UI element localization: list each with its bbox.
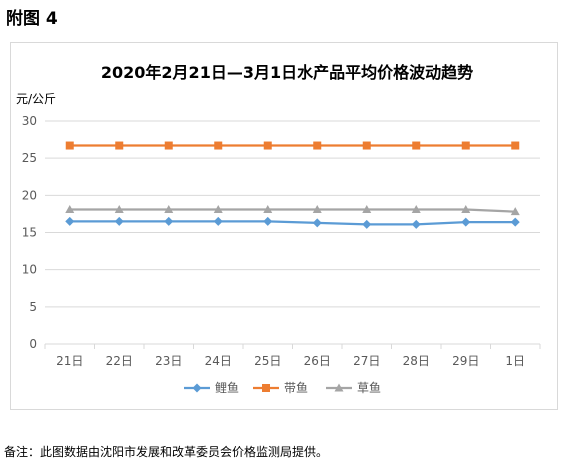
legend-item: 鲤鱼 — [184, 381, 239, 395]
data-point — [510, 207, 520, 216]
series-line — [69, 208, 516, 213]
data-point — [213, 204, 223, 213]
data-point — [362, 204, 372, 213]
data-point — [312, 218, 322, 228]
data-point — [214, 141, 223, 150]
gridlines — [45, 120, 540, 345]
y-tick-label: 5 — [29, 300, 37, 314]
data-point — [263, 141, 272, 150]
y-tick-label: 30 — [22, 114, 37, 128]
series-3 — [65, 204, 520, 216]
legend-marker — [334, 383, 344, 392]
legend-label: 带鱼 — [284, 381, 308, 395]
chart-frame — [10, 42, 558, 410]
data-point — [65, 141, 74, 150]
legend-item: 带鱼 — [253, 381, 308, 395]
x-tick-label: 22日 — [106, 354, 133, 368]
x-tick-label: 23日 — [155, 354, 182, 368]
x-tick-label: 25日 — [254, 354, 281, 368]
data-point — [114, 204, 124, 213]
data-point — [65, 204, 75, 213]
data-point — [263, 216, 273, 226]
data-point — [115, 141, 124, 150]
data-point — [412, 141, 421, 150]
data-point — [164, 216, 174, 226]
axes: 0 5 10 15 20 25 30 21日 22日 23日 24日 25日 26日 27日 28日 29日 1… — [22, 114, 541, 368]
chart-title: 2020年2月21日—3月1日水产品平均价格波动趋势 — [101, 63, 473, 82]
data-point — [312, 204, 322, 213]
x-tick-label: 28日 — [403, 354, 430, 368]
data-point — [362, 219, 372, 229]
legend: 鲤鱼 带鱼 草鱼 — [184, 381, 381, 395]
data-point — [313, 141, 322, 150]
figure-heading: 附图 4 — [6, 9, 58, 29]
x-tick-label: 26日 — [304, 354, 331, 368]
data-point — [411, 204, 421, 213]
data-point — [510, 217, 520, 227]
series-2 — [65, 141, 520, 150]
y-tick-label: 0 — [29, 337, 37, 351]
y-tick-label: 10 — [22, 263, 37, 277]
data-point — [213, 216, 223, 226]
legend-label: 鲤鱼 — [215, 381, 239, 395]
y-tick-label: 25 — [22, 151, 37, 165]
legend-marker — [192, 383, 202, 393]
footnote: 备注：此图数据由沈阳市发展和改革委员会价格监测局提供。 — [4, 445, 329, 459]
data-point — [461, 217, 471, 227]
legend-label: 草鱼 — [357, 381, 381, 395]
y-axis-unit-label: 元/公斤 — [16, 92, 56, 106]
x-tick-label: 21日 — [56, 354, 83, 368]
data-point — [461, 204, 471, 213]
data-point — [164, 204, 174, 213]
data-point — [114, 216, 124, 226]
data-point — [461, 141, 470, 150]
series-1 — [65, 216, 520, 229]
x-tick-label: 27日 — [353, 354, 380, 368]
y-tick-label: 15 — [22, 226, 37, 240]
series-lines — [65, 141, 520, 229]
data-point — [65, 216, 75, 226]
legend-marker — [262, 384, 270, 392]
data-point — [511, 141, 520, 150]
x-tick-label: 24日 — [205, 354, 232, 368]
data-point — [362, 141, 371, 150]
data-point — [263, 204, 273, 213]
data-point — [411, 219, 421, 229]
x-tick-label: 29日 — [452, 354, 479, 368]
series-line — [69, 220, 516, 226]
y-tick-label: 20 — [22, 188, 37, 202]
legend-item: 草鱼 — [326, 381, 381, 395]
data-point — [164, 141, 173, 150]
x-tick-label: 1日 — [505, 354, 525, 368]
